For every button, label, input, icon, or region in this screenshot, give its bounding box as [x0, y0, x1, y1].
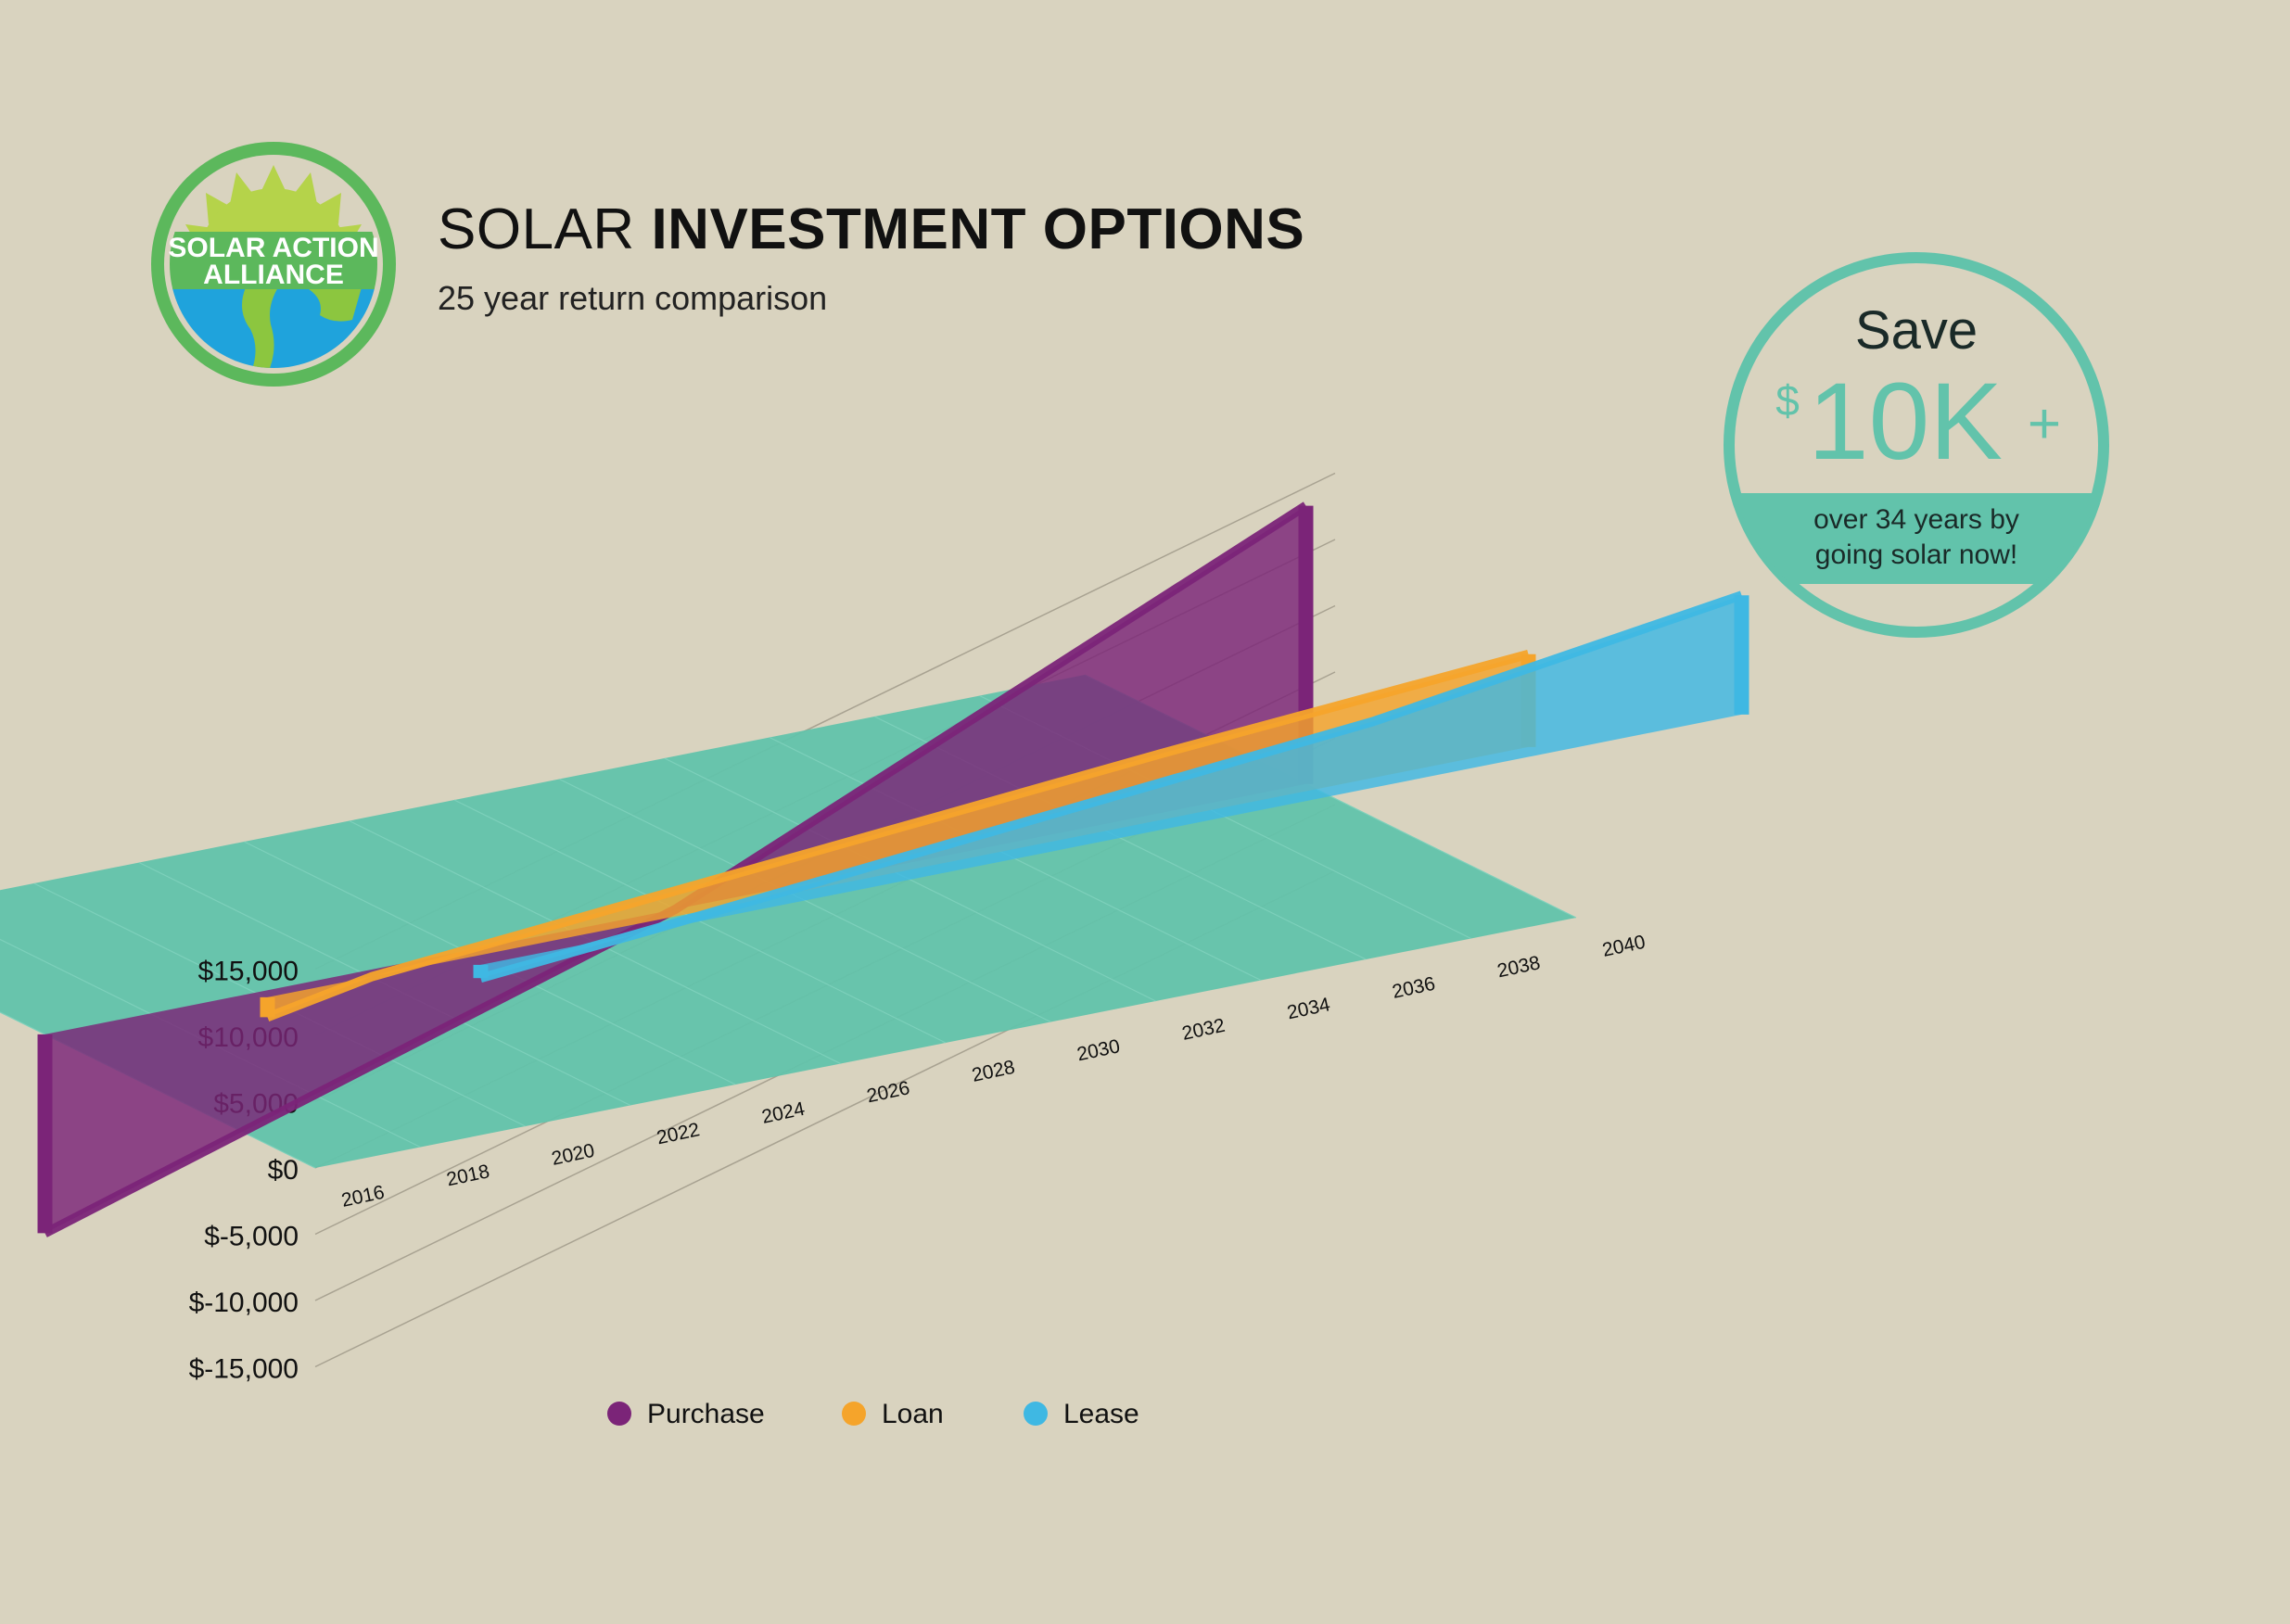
x-tick-label: 2026 [865, 1077, 911, 1107]
x-tick-label: 2024 [760, 1098, 808, 1128]
title-light: SOLAR [438, 197, 635, 261]
legend-swatch-lease [1024, 1402, 1048, 1426]
title-bold: INVESTMENT OPTIONS [651, 197, 1305, 261]
legend-swatch-purchase [607, 1402, 631, 1426]
page-title: SOLAR INVESTMENT OPTIONS [438, 197, 1304, 262]
x-tick-label: 2018 [445, 1161, 491, 1190]
x-tick-label: 2034 [1285, 994, 1332, 1023]
x-tick-label: 2036 [1391, 973, 1437, 1003]
logo-text-line2: ALLIANCE [203, 260, 344, 290]
badge-caption-line2: going solar now! [1815, 539, 2017, 570]
badge-amount: 10K [1808, 361, 2003, 483]
badge-plus: + [2028, 392, 2061, 456]
x-tick-label: 2022 [655, 1119, 701, 1148]
x-tick-label: 2016 [339, 1182, 386, 1212]
header: SOLAR INVESTMENT OPTIONS 25 year return … [438, 197, 1304, 318]
x-tick-label: 2032 [1180, 1015, 1227, 1045]
y-tick-label: $-10,000 [189, 1288, 299, 1318]
legend-label-lease: Lease [1063, 1399, 1139, 1429]
y-tick-label: $-5,000 [204, 1222, 299, 1252]
badge-currency: $ [1775, 376, 1800, 425]
badge-save-label: Save [1855, 300, 1978, 361]
y-tick-label: $0 [268, 1155, 299, 1186]
x-tick-label: 2028 [970, 1057, 1016, 1086]
sun-icon [170, 160, 377, 368]
x-tick-label: 2020 [550, 1140, 596, 1170]
legend-swatch-loan [842, 1402, 866, 1426]
series-area-loan [267, 653, 1529, 1018]
solar-action-alliance-logo: SOLAR ACTION ALLIANCE [151, 142, 396, 387]
floor-line-2028 [453, 799, 947, 1044]
legend-label-purchase: Purchase [647, 1399, 765, 1429]
page-subtitle: 25 year return comparison [438, 279, 828, 317]
x-tick-label: 2030 [1075, 1035, 1122, 1065]
legend-label-loan: Loan [882, 1399, 944, 1429]
logo-text-line1: SOLAR ACTION [168, 233, 378, 263]
chart-legend: Purchase Loan Lease [607, 1399, 1139, 1429]
series-group [37, 501, 1749, 1237]
series-edge-lease [479, 590, 1744, 983]
series-edge-loan [265, 649, 1530, 1022]
savings-badge: Save $ 10K + over 34 years by going sola… [1724, 252, 2109, 638]
floor-line-2034 [769, 736, 1262, 982]
floor-line-2030 [559, 778, 1051, 1023]
y-tick-label: $15,000 [198, 957, 299, 987]
series-area-purchase [45, 505, 1306, 1234]
x-tick-label: 2040 [1600, 932, 1647, 961]
y-tick-label: $-15,000 [189, 1354, 299, 1385]
floor-line-2032 [664, 757, 1156, 1002]
x-tick-label: 2038 [1495, 952, 1542, 982]
badge-caption-line1: over 34 years by [1813, 504, 2019, 535]
